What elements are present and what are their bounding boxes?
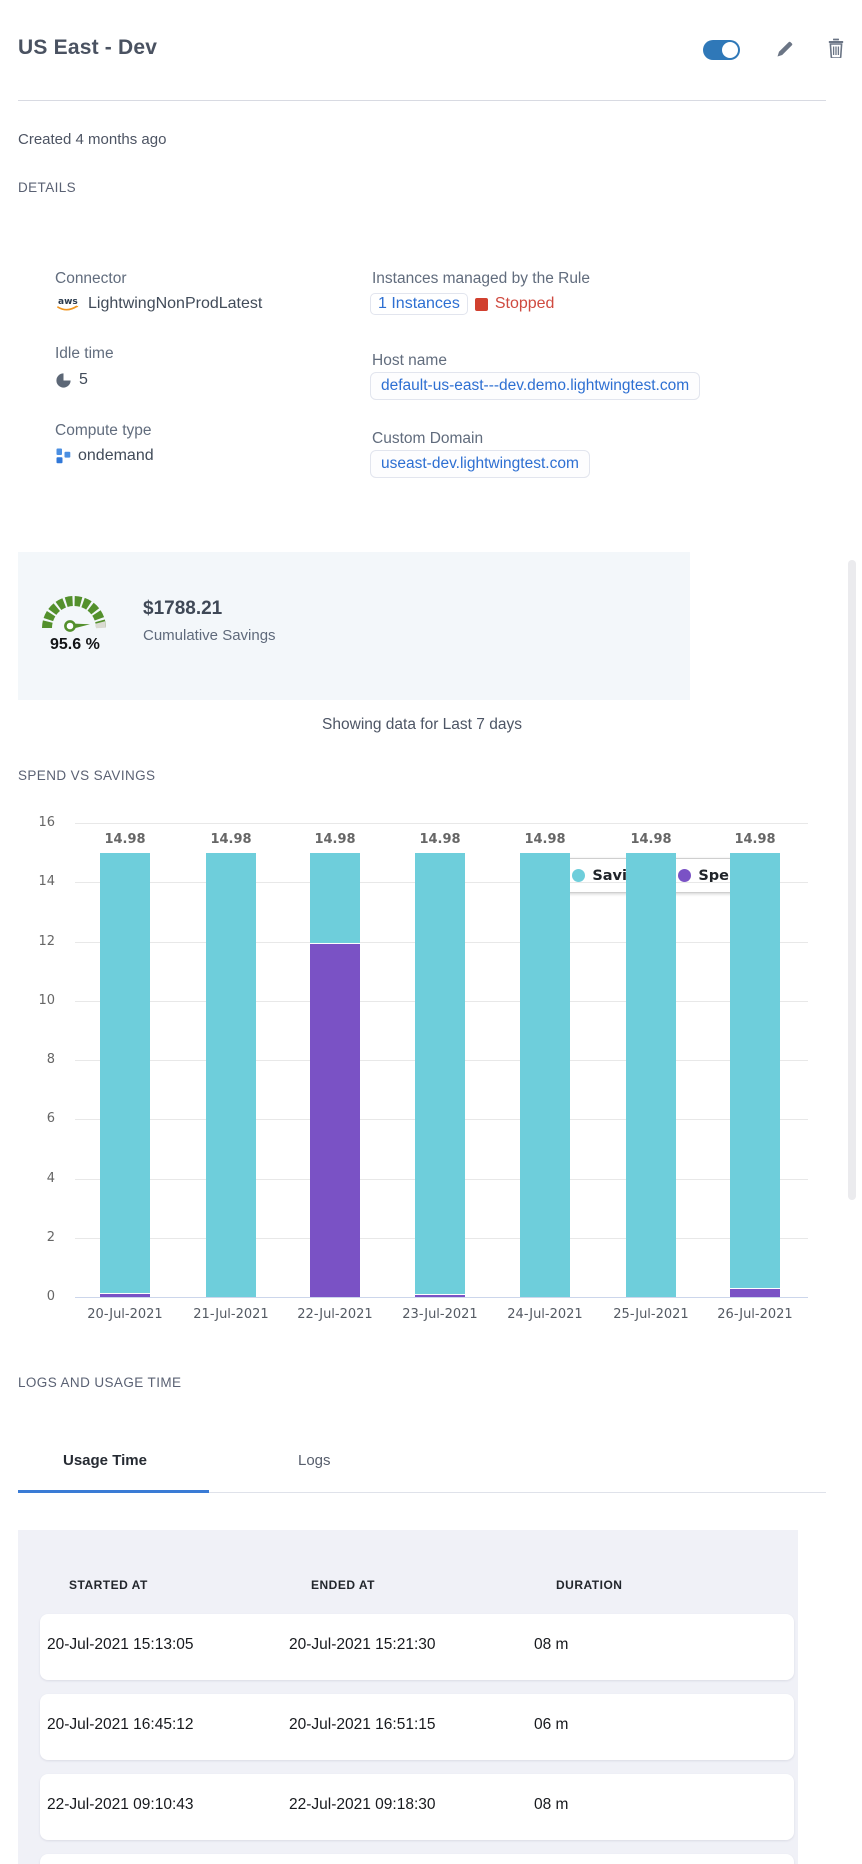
bar-total-label: 14.98 <box>210 832 252 847</box>
tabs-divider <box>18 1492 826 1493</box>
table-column-header: DURATION <box>556 1578 623 1592</box>
x-axis-label: 20-Jul-2021 <box>87 1307 163 1322</box>
savings-caption: Cumulative Savings <box>143 627 276 644</box>
instances-count-link[interactable]: 1 Instances <box>370 293 468 315</box>
duration-cell: 08 m <box>534 1636 569 1653</box>
host-name-value: default-us-east---dev.demo.lightwingtest… <box>370 372 701 400</box>
ended-at-cell: 20-Jul-2021 15:21:30 <box>289 1636 436 1653</box>
savings-legend-dot <box>572 869 586 882</box>
x-axis-label: 24-Jul-2021 <box>507 1307 583 1322</box>
y-axis-tick: 2 <box>46 1229 55 1245</box>
custom-domain-value: useast-dev.lightwingtest.com <box>370 450 590 478</box>
table-row <box>40 1694 794 1760</box>
compute-squares-icon <box>55 448 71 464</box>
started-at-cell: 20-Jul-2021 16:45:12 <box>47 1716 194 1733</box>
savings-percent: 95.6 % <box>50 636 100 653</box>
y-axis-tick: 8 <box>46 1052 55 1067</box>
instances-label: Instances managed by the Rule <box>372 270 590 287</box>
page-title: US East - Dev <box>18 36 158 59</box>
tab-logs[interactable]: Logs <box>298 1452 331 1469</box>
bar-total-label: 14.98 <box>630 832 672 847</box>
bar-total-label: 14.98 <box>734 832 776 847</box>
chart-section-header: SPEND VS SAVINGS <box>18 768 156 783</box>
spend-bar-segment <box>730 1288 780 1297</box>
x-axis-label: 23-Jul-2021 <box>402 1307 478 1322</box>
savings-bar-segment <box>100 853 150 1293</box>
bar-total-label: 14.98 <box>524 832 566 847</box>
table-row <box>40 1774 794 1840</box>
ended-at-cell: 20-Jul-2021 16:51:15 <box>289 1716 436 1733</box>
delete-trash-icon[interactable] <box>828 38 844 58</box>
compute-type-value: ondemand <box>55 447 154 465</box>
idle-pie-icon <box>55 372 72 389</box>
duration-cell: 08 m <box>534 1796 569 1813</box>
bar-total-label: 14.98 <box>104 832 146 847</box>
host-name-link[interactable]: default-us-east---dev.demo.lightwingtest… <box>370 372 701 400</box>
instances-value: 1 Instances Stopped <box>370 293 554 315</box>
x-axis-label: 25-Jul-2021 <box>613 1307 689 1322</box>
cumulative-savings-panel <box>18 552 690 700</box>
x-axis-label: 22-Jul-2021 <box>297 1307 373 1322</box>
spend-bar-segment <box>415 1294 465 1297</box>
y-axis-tick: 4 <box>46 1170 55 1186</box>
y-axis-tick: 14 <box>38 874 55 890</box>
connector-label: Connector <box>55 270 127 287</box>
bar-total-label: 14.98 <box>314 832 356 847</box>
bar-total-label: 14.98 <box>419 832 461 847</box>
connector-value: aws LightwingNonProdLatest <box>55 295 262 313</box>
savings-gauge-icon <box>36 584 112 636</box>
aws-icon: aws <box>55 295 81 313</box>
toggle-knob <box>722 42 738 58</box>
savings-bar-segment <box>310 853 360 943</box>
savings-amount: $1788.21 <box>143 598 223 619</box>
y-axis-tick: 12 <box>38 933 55 949</box>
spend-vs-savings-chart: Savings Spend 0 2 4 6 8 10 12 14 16 14.98 20-Jul-2… <box>0 810 862 1322</box>
svg-text:aws: aws <box>58 297 78 307</box>
x-axis-line <box>75 1297 808 1298</box>
active-tab-underline <box>18 1490 209 1493</box>
savings-bar-segment <box>520 853 570 1297</box>
compute-type-label: Compute type <box>55 422 152 439</box>
tab-usage-time[interactable]: Usage Time <box>63 1452 147 1469</box>
stopped-status-square <box>474 297 488 311</box>
period-note: Showing data for Last 7 days <box>322 716 522 733</box>
savings-bar-segment <box>626 853 676 1297</box>
details-section-header: DETAILS <box>18 180 77 195</box>
table-column-header: ENDED AT <box>311 1578 375 1592</box>
spend-bar-segment <box>100 1292 150 1297</box>
savings-bar-segment <box>206 853 256 1297</box>
table-column-header: STARTED AT <box>69 1578 148 1592</box>
custom-domain-link[interactable]: useast-dev.lightwingtest.com <box>370 450 590 478</box>
idle-time-label: Idle time <box>55 345 114 362</box>
table-row-partial <box>40 1854 794 1864</box>
ended-at-cell: 22-Jul-2021 09:18:30 <box>289 1796 436 1813</box>
idle-time-value: 5 <box>55 371 88 389</box>
savings-bar-segment <box>415 853 465 1295</box>
gridline <box>75 823 808 824</box>
y-axis-tick: 16 <box>38 815 55 830</box>
stopped-status-text: Stopped <box>494 295 555 312</box>
x-axis-label: 26-Jul-2021 <box>717 1307 793 1322</box>
rule-enabled-toggle[interactable] <box>703 40 740 60</box>
y-axis-tick: 0 <box>46 1289 55 1304</box>
spend-bar-segment <box>310 942 360 1297</box>
started-at-cell: 22-Jul-2021 09:10:43 <box>47 1796 194 1813</box>
header-divider <box>18 100 826 101</box>
created-ago-text: Created 4 months ago <box>18 131 167 148</box>
spend-legend-dot <box>678 869 692 882</box>
custom-domain-label: Custom Domain <box>372 430 484 447</box>
x-axis-label: 21-Jul-2021 <box>193 1307 269 1322</box>
savings-bar-segment <box>730 853 780 1289</box>
table-row <box>40 1614 794 1680</box>
duration-cell: 06 m <box>534 1716 569 1733</box>
y-axis-tick: 10 <box>38 992 55 1008</box>
edit-pencil-icon[interactable] <box>776 40 794 58</box>
logs-section-header: LOGS AND USAGE TIME <box>18 1375 182 1390</box>
usage-time-table: STARTED AT ENDED AT DURATION 20-Jul-2021 15… <box>18 1530 798 1864</box>
page-scrollbar[interactable] <box>848 560 856 1200</box>
y-axis-tick: 6 <box>46 1111 55 1127</box>
host-name-label: Host name <box>372 352 447 369</box>
started-at-cell: 20-Jul-2021 15:13:05 <box>47 1636 194 1653</box>
